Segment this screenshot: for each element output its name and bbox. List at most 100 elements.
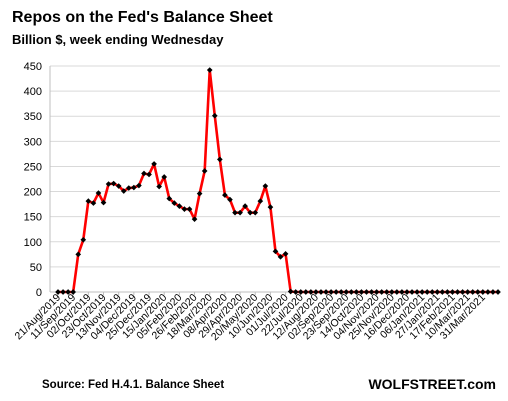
data-point — [424, 289, 431, 295]
series-line-path — [58, 68, 498, 294]
data-point — [262, 183, 269, 189]
data-point — [297, 289, 304, 295]
data-point — [125, 185, 132, 191]
data-point — [333, 289, 339, 295]
y-tick-label: 50 — [30, 262, 42, 274]
data-point — [353, 289, 360, 295]
data-point — [181, 206, 188, 212]
data-point — [373, 289, 380, 295]
data-point — [439, 289, 446, 295]
data-point — [237, 209, 243, 216]
data-point — [90, 200, 97, 206]
data-point — [267, 204, 274, 210]
data-point — [156, 183, 162, 190]
data-point — [222, 192, 228, 198]
data-point — [65, 289, 71, 295]
data-point — [313, 289, 319, 295]
y-tick-label: 150 — [24, 212, 42, 224]
data-point — [495, 289, 501, 295]
data-point — [191, 216, 198, 223]
data-point — [232, 209, 238, 216]
data-point — [141, 170, 147, 177]
data-point — [131, 184, 137, 191]
series-line — [58, 68, 498, 294]
data-point — [388, 289, 395, 295]
data-point — [318, 289, 324, 295]
y-tick-label: 300 — [24, 136, 42, 148]
data-point — [358, 289, 365, 295]
data-point — [368, 289, 375, 295]
data-point — [409, 289, 415, 295]
data-point — [414, 289, 420, 295]
data-point — [399, 289, 405, 295]
data-point — [454, 289, 461, 295]
data-point — [302, 289, 309, 295]
brand-label: WOLFSTREET.com — [368, 376, 496, 392]
data-point — [196, 190, 203, 197]
data-point — [166, 195, 173, 202]
data-point — [383, 289, 390, 295]
data-point — [348, 289, 355, 295]
data-point — [206, 67, 213, 73]
data-point — [449, 289, 456, 295]
data-point — [217, 156, 223, 163]
data-point — [257, 198, 264, 204]
y-tick-label: 400 — [24, 86, 42, 98]
data-point — [176, 203, 183, 209]
data-point — [490, 289, 496, 295]
data-point — [419, 289, 425, 295]
y-tick-label: 100 — [24, 237, 42, 249]
data-point — [429, 289, 436, 295]
data-point — [242, 203, 248, 209]
data-point — [186, 206, 193, 212]
y-tick-label: 350 — [24, 111, 42, 123]
y-tick-label: 0 — [36, 287, 42, 299]
data-point — [80, 236, 87, 243]
data-point — [105, 181, 112, 187]
data-point — [479, 289, 486, 295]
data-point — [85, 198, 92, 204]
data-point — [95, 190, 102, 196]
data-point — [287, 288, 294, 295]
chart-subtitle: Billion $, week ending Wednesday — [12, 32, 224, 47]
data-point — [282, 251, 289, 257]
data-point — [469, 289, 476, 295]
data-point — [459, 289, 466, 295]
data-point — [136, 182, 142, 189]
data-point — [474, 289, 481, 295]
data-point — [247, 209, 254, 216]
y-tick-label: 250 — [24, 161, 42, 173]
data-point — [343, 289, 350, 295]
data-point — [252, 209, 259, 216]
data-point — [323, 289, 329, 295]
data-point — [363, 289, 370, 295]
data-point — [272, 248, 279, 255]
data-point — [70, 289, 77, 295]
axes — [49, 66, 500, 293]
data-point — [146, 171, 152, 178]
y-tick-label: 200 — [24, 187, 42, 199]
data-point — [464, 289, 471, 295]
x-tick-labels: 21/Aug/201911/Sep/201902/Oct/201923/Oct/… — [13, 292, 489, 344]
data-point — [151, 161, 157, 167]
data-point — [404, 289, 410, 295]
data-point — [120, 188, 127, 194]
chart-title: Repos on the Fed's Balance Sheet — [12, 9, 273, 26]
data-point — [394, 289, 400, 295]
data-point — [100, 199, 107, 206]
data-point — [444, 289, 451, 295]
series-markers — [55, 67, 501, 295]
data-point — [110, 180, 117, 187]
data-point — [227, 196, 233, 203]
data-point — [60, 289, 66, 295]
data-point — [292, 289, 299, 295]
data-point — [378, 289, 385, 295]
y-tick-labels: 0 50 100 150 200 250 300 350 400 450 — [24, 61, 42, 299]
data-point — [328, 289, 334, 295]
data-point — [211, 112, 218, 119]
y-tick-label: 450 — [24, 61, 42, 73]
data-point — [434, 289, 441, 295]
data-point — [201, 168, 208, 174]
data-point — [308, 289, 314, 295]
